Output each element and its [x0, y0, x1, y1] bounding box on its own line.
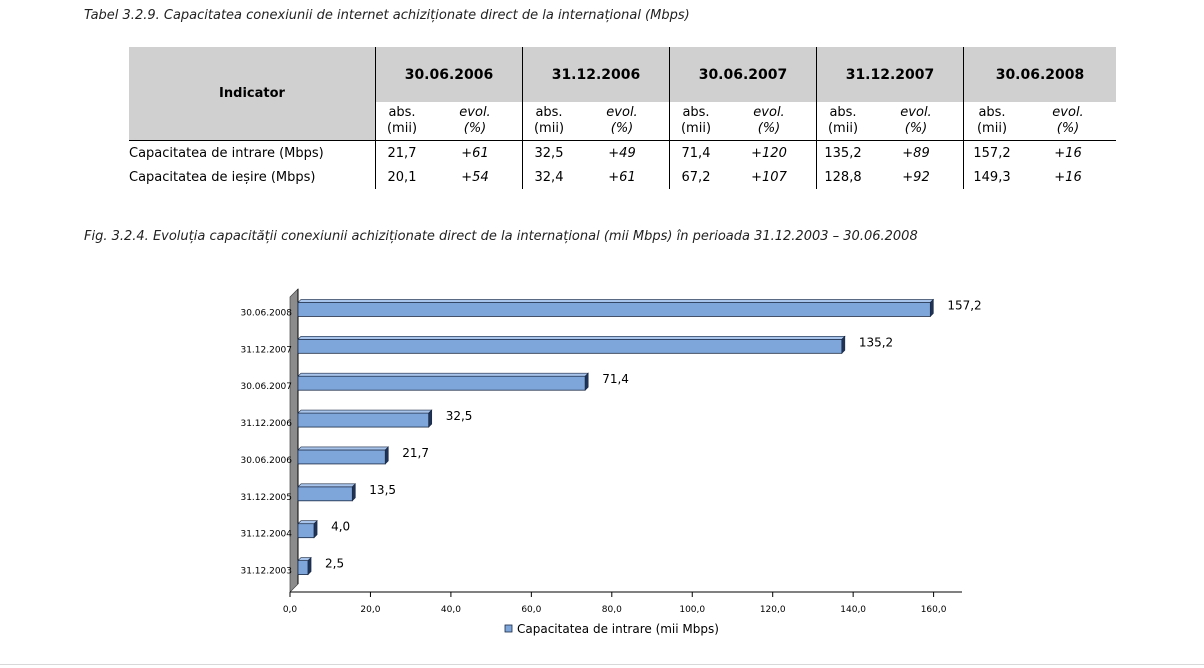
table-row: Capacitatea de intrare (Mbps) 21,7 +61 3… — [129, 140, 1116, 165]
row-label: Capacitatea de intrare (Mbps) — [129, 140, 376, 165]
date-header: 30.06.2008 — [963, 47, 1116, 102]
category-label: 31.12.2006 — [240, 419, 292, 429]
evol-subheader: evol. (%) — [900, 105, 932, 136]
category-label: 31.12.2003 — [240, 567, 292, 577]
abs-subheader: abs. (mii) — [375, 102, 428, 141]
table-row: Capacitatea de ieșire (Mbps) 20,1 +54 32… — [129, 165, 1116, 189]
x-tick-label: 160,0 — [921, 605, 947, 615]
evol-value: +54 — [461, 169, 489, 185]
bar-end-cap — [307, 556, 312, 576]
evol-value: +61 — [608, 169, 636, 185]
abs-subheader: abs. (mii) — [669, 102, 722, 141]
data-label: 157,2 — [947, 298, 981, 312]
abs-value: 67,2 — [669, 165, 722, 189]
data-label: 135,2 — [859, 335, 893, 349]
evol-subheader: evol. (%) — [459, 105, 491, 136]
bar-top-face — [297, 372, 589, 377]
bar — [297, 338, 843, 354]
abs-value: 21,7 — [375, 140, 428, 165]
data-label: 71,4 — [602, 372, 629, 386]
bar-end-cap — [584, 372, 589, 391]
x-tick-label: 0,0 — [283, 605, 298, 615]
bar-top-face — [297, 446, 390, 451]
chart-side-wall — [289, 288, 299, 593]
page-divider — [0, 664, 1204, 665]
bar-top-face — [297, 299, 935, 303]
capacity-table: Indicator 30.06.2006 31.12.2006 30.06.20… — [129, 47, 1116, 189]
figure-caption: Fig. 3.2.4. Evoluția capacității conexiu… — [84, 229, 918, 244]
evol-value: +16 — [1020, 140, 1116, 165]
bar — [297, 302, 931, 317]
table-caption: Tabel 3.2.9. Capacitatea conexiunii de i… — [84, 8, 690, 23]
data-label: 21,7 — [402, 446, 429, 460]
bar-end-cap — [428, 409, 433, 428]
x-tick-label: 40,0 — [441, 605, 461, 615]
evol-value: +49 — [575, 140, 670, 165]
x-tick-label: 80,0 — [602, 605, 622, 615]
date-header: 31.12.2007 — [816, 47, 964, 102]
indicator-header: Indicator — [129, 47, 376, 141]
abs-subheader: abs. (mii) — [963, 102, 1020, 141]
category-label: 31.12.2005 — [240, 493, 292, 503]
category-label: 30.06.2007 — [240, 382, 292, 392]
evol-subheader: evol. (%) — [606, 105, 638, 136]
category-label: 31.12.2004 — [240, 530, 292, 540]
evol-value: +61 — [428, 140, 523, 165]
abs-value: 71,4 — [669, 140, 722, 165]
bar-top-face — [297, 336, 846, 340]
data-label: 2,5 — [325, 557, 344, 571]
evol-subheader: evol. (%) — [753, 105, 785, 136]
x-tick-label: 100,0 — [679, 605, 705, 615]
x-tick-label: 120,0 — [760, 605, 786, 615]
bar — [297, 486, 353, 502]
abs-value: 20,1 — [375, 165, 428, 189]
bar — [297, 523, 315, 539]
evol-subheader: evol. (%) — [1052, 105, 1084, 136]
legend-swatch — [504, 624, 513, 633]
bar-end-cap — [841, 335, 846, 355]
x-tick-label: 140,0 — [840, 605, 866, 615]
evol-value: +89 — [869, 140, 964, 165]
category-label: 30.06.2008 — [240, 308, 292, 318]
bar — [297, 560, 309, 575]
data-label: 13,5 — [369, 483, 396, 497]
date-header: 31.12.2006 — [522, 47, 670, 102]
abs-value: 135,2 — [816, 140, 869, 165]
bar-end-cap — [313, 519, 318, 539]
legend: Capacitatea de intrare (mii Mbps) — [504, 622, 719, 636]
bar — [297, 449, 386, 465]
date-header: 30.06.2007 — [669, 47, 817, 102]
bar-top-face — [297, 483, 357, 488]
bar-end-cap — [384, 446, 389, 465]
abs-value: 32,4 — [522, 165, 575, 189]
evol-value: +16 — [1054, 169, 1082, 185]
evol-value: +120 — [722, 140, 817, 165]
data-label: 4,0 — [331, 520, 350, 534]
bar — [297, 375, 586, 391]
abs-value: 157,2 — [963, 140, 1020, 165]
date-header: 30.06.2006 — [375, 47, 523, 102]
evol-value: +107 — [751, 169, 787, 185]
bar-end-cap — [930, 298, 934, 318]
bar-end-cap — [352, 483, 356, 502]
abs-subheader: abs. (mii) — [816, 102, 869, 141]
category-label: 30.06.2006 — [240, 456, 292, 466]
abs-subheader: abs. (mii) — [522, 102, 575, 141]
data-label: 32,5 — [446, 409, 473, 423]
capacity-bar-chart: 0,0 20,0 40,0 60,0 80,0 100,0 120,0 140,0 160,0 3… — [240, 288, 982, 636]
bar-top-face — [297, 409, 433, 414]
abs-value: 149,3 — [963, 165, 1020, 189]
bar — [297, 412, 430, 428]
abs-value: 128,8 — [816, 165, 869, 189]
category-label: 31.12.2007 — [240, 345, 292, 355]
legend-label: Capacitatea de intrare (mii Mbps) — [517, 622, 719, 636]
evol-value: +92 — [902, 169, 930, 185]
x-tick-label: 60,0 — [521, 605, 541, 615]
row-label: Capacitatea de ieșire (Mbps) — [129, 169, 316, 185]
abs-value: 32,5 — [522, 140, 575, 165]
x-tick-label: 20,0 — [360, 605, 380, 615]
